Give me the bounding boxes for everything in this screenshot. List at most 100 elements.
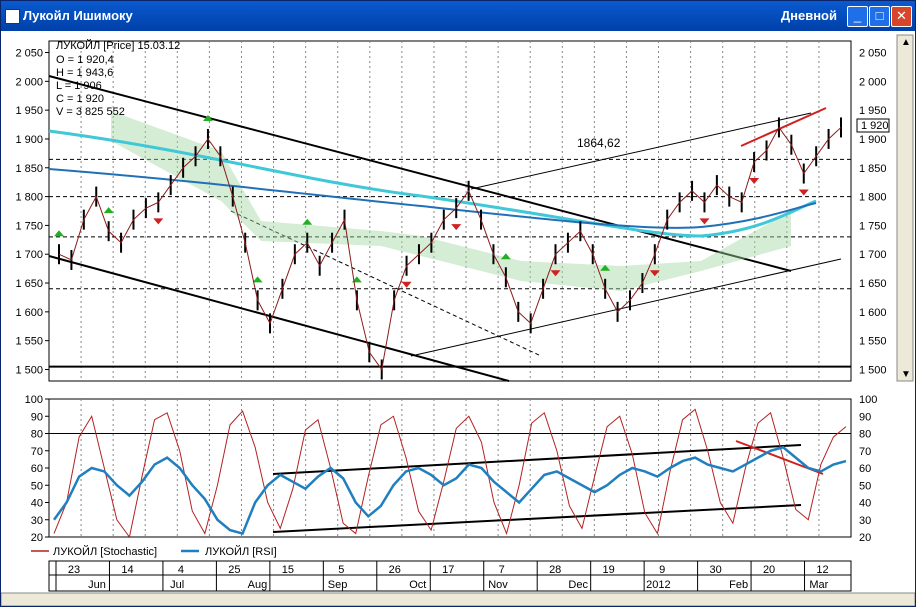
price-y-tick-label-right: 1 550	[859, 336, 887, 348]
oscillator-series	[52, 408, 847, 539]
info-open: O = 1 920,4	[56, 54, 114, 66]
osc-y-tick-label-right: 60	[859, 463, 871, 475]
down-arrow-icon	[451, 224, 462, 231]
uptrend-channel-top	[470, 112, 812, 190]
info-low: L = 1 906	[56, 80, 102, 92]
x-day-label: 25	[228, 564, 240, 576]
price-scrollbar[interactable]	[896, 34, 914, 382]
x-day-label: 26	[389, 564, 401, 576]
down-arrow-icon	[550, 270, 561, 277]
close-button[interactable]: ✕	[891, 6, 912, 27]
osc-y-tick-label-left: 80	[31, 429, 43, 441]
osc-y-tick-label-left: 20	[31, 532, 43, 544]
downtrend-channel-top	[48, 75, 792, 272]
x-day-label: 9	[659, 564, 665, 576]
osc-y-tick-label-right: 50	[859, 480, 871, 492]
window-title: Лукойл Ишимоку	[23, 8, 133, 23]
up-arrow-icon	[252, 276, 263, 283]
osc-y-tick-label-right: 80	[859, 429, 871, 441]
resistance-line-red	[740, 107, 827, 147]
x-day-label: 17	[442, 564, 454, 576]
info-volume: V = 3 825 552	[56, 106, 125, 118]
price-y-tick-label-right: 1 750	[859, 220, 887, 232]
price-y-tick-label-left: 1 800	[15, 192, 43, 204]
legend: ЛУКОЙЛ [Stochastic] ЛУКОЙЛ [RSI]	[31, 545, 277, 558]
osc-y-tick-label-left: 40	[31, 498, 43, 510]
down-arrow-icon	[749, 178, 760, 185]
horizontal-scrollbar[interactable]	[1, 592, 915, 606]
x-day-label: 23	[68, 564, 80, 576]
maximize-button[interactable]: □	[869, 6, 890, 27]
price-panel	[48, 40, 852, 382]
price-y-tick-label-right: 1 500	[859, 364, 887, 376]
osc-y-tick-label-right: 100	[859, 394, 877, 406]
osc-y-tick-label-left: 30	[31, 515, 43, 527]
level-annotation: 1864,62	[577, 136, 621, 150]
x-day-label: 4	[178, 564, 184, 576]
chart-area: ▲ ▼ 2 050 2 050 2 000 2 000 1 950 1 950 1 900 1…	[1, 34, 915, 606]
price-y-tick-label-right: 1 850	[859, 163, 887, 175]
legend-rsi-label: ЛУКОЙЛ [RSI]	[205, 545, 277, 558]
price-series	[54, 114, 842, 380]
osc-y-tick-label-right: 40	[859, 498, 871, 510]
osc-y-tick-label-right: 20	[859, 532, 871, 544]
minimize-button[interactable]: _	[847, 6, 868, 27]
up-arrow-icon	[302, 218, 313, 225]
rsi-line	[52, 445, 847, 536]
info-high: H = 1 943,6	[56, 67, 113, 79]
down-arrow-icon	[153, 218, 164, 225]
price-y-tick-label-right: 2 000	[859, 76, 887, 88]
down-arrow-icon	[649, 270, 660, 277]
osc-y-tick-label-left: 50	[31, 480, 43, 492]
up-arrow-icon	[600, 264, 611, 271]
price-y-tick-label-left: 1 750	[15, 220, 43, 232]
x-day-label: 28	[549, 564, 561, 576]
blue-moving-average	[48, 168, 817, 229]
price-y-tick-label-right: 1 800	[859, 192, 887, 204]
x-month-label: Jun	[88, 579, 106, 591]
price-y-tick-label-left: 1 600	[15, 307, 43, 319]
osc-y-tick-label-left: 100	[25, 394, 43, 406]
price-y-tick-label-left: 1 950	[15, 105, 43, 117]
x-month-label: Mar	[809, 579, 828, 591]
stochastic-line	[53, 408, 847, 539]
price-y-tick-label-right: 1 700	[859, 249, 887, 261]
dashed-trend-line	[230, 210, 542, 357]
downtrend-channel-bottom	[48, 255, 510, 382]
price-y-tick-label-right: 1 950	[859, 105, 887, 117]
x-month-label: Sep	[328, 579, 348, 591]
x-day-label: 19	[603, 564, 615, 576]
x-axis-days: 23 14 4 25 15 5 26 17 7 28 19 9 30 20 12	[55, 561, 829, 591]
rsi-trend-top	[272, 444, 802, 475]
current-price-box	[856, 118, 890, 133]
cyan-moving-average	[48, 129, 817, 238]
up-arrow-icon	[202, 114, 213, 121]
x-day-label: 5	[338, 564, 344, 576]
price-y-axis: 2 050 2 050 2 000 2 000 1 950 1 950 1 900 1 900…	[15, 48, 886, 377]
info-close: C = 1 920	[56, 93, 104, 105]
x-month-label: 2012	[646, 579, 670, 591]
price-y-tick-label-left: 1 900	[15, 134, 43, 146]
price-y-tick-label-right: 1 600	[859, 307, 887, 319]
price-y-tick-label-right: 1 900	[859, 134, 887, 146]
price-y-tick-label-left: 1 700	[15, 249, 43, 261]
down-arrow-icon	[699, 218, 710, 225]
title-bar[interactable]: Лукойл Ишимоку Дневной _ □ ✕	[1, 1, 915, 31]
price-grid	[80, 41, 820, 381]
x-month-label: Jul	[170, 579, 184, 591]
price-y-tick-label-right: 2 050	[859, 48, 887, 60]
scroll-up-arrow-icon[interactable]: ▲	[901, 37, 911, 48]
osc-y-tick-label-left: 90	[31, 411, 43, 423]
period-label: Дневной	[780, 8, 837, 23]
price-y-tick-label-left: 1 550	[15, 336, 43, 348]
price-y-tick-label-right: 1 650	[859, 278, 887, 290]
osc-y-tick-label-right: 30	[859, 515, 871, 527]
price-y-tick-label-left: 1 500	[15, 364, 43, 376]
osc-y-tick-label-left: 60	[31, 463, 43, 475]
legend-stochastic-label: ЛУКОЙЛ [Stochastic]	[53, 545, 157, 558]
scroll-down-arrow-icon[interactable]: ▼	[901, 369, 911, 380]
x-month-label: Oct	[409, 579, 426, 591]
price-y-tick-label-left: 1 650	[15, 278, 43, 290]
x-day-label: 30	[709, 564, 721, 576]
